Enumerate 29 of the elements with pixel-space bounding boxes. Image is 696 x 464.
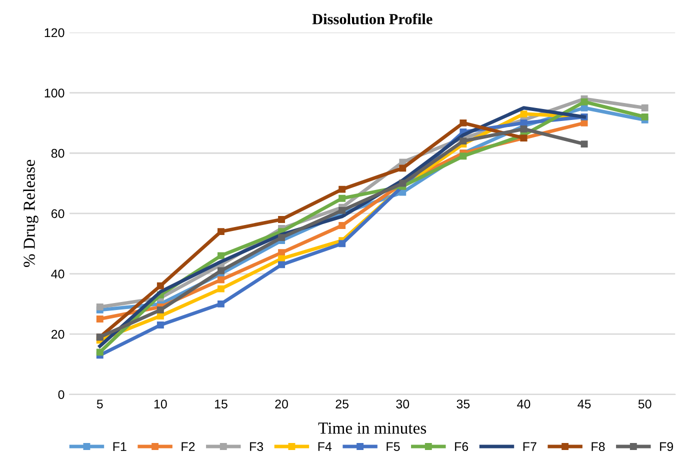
y-tick-label: 100 — [44, 88, 64, 98]
legend-label: F3 — [250, 442, 264, 452]
y-tick-label: 20 — [51, 330, 64, 339]
legend-label: F9 — [660, 442, 674, 452]
legend-label: F8 — [592, 442, 605, 452]
x-tick-label: 5 — [96, 400, 103, 408]
legend-label: F1 — [113, 442, 126, 451]
x-axis-title: Time in minutes — [318, 422, 426, 434]
y-tick-label: 40 — [51, 270, 64, 278]
y-tick-label: 60 — [51, 209, 64, 218]
y-axis-title: % Drug Release — [23, 160, 38, 268]
x-tick-label: 15 — [214, 400, 228, 408]
y-tick-label: 0 — [58, 390, 64, 400]
y-tick-label: 80 — [51, 148, 64, 158]
legend-label: F7 — [523, 442, 536, 451]
x-tick-label: 25 — [336, 400, 349, 408]
x-tick-label: 50 — [638, 400, 652, 408]
legend-label: F4 — [318, 442, 332, 451]
x-tick-label: 10 — [154, 400, 167, 408]
legend-label: F2 — [182, 442, 195, 451]
legend-label: F5 — [386, 442, 400, 452]
x-tick-label: 35 — [456, 400, 470, 408]
legend-label: F6 — [455, 442, 468, 452]
chart-title: Dissolution Profile — [312, 13, 432, 24]
x-tick-label: 40 — [517, 400, 530, 408]
x-tick-label: 45 — [578, 400, 591, 408]
x-tick-label: 20 — [275, 400, 288, 408]
x-tick-label: 30 — [396, 400, 410, 408]
y-tick-label: 120 — [44, 28, 64, 38]
